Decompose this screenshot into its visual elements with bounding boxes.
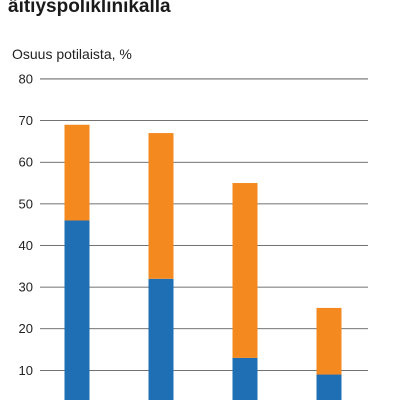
bar-segment-2-col-1 [64,124,90,221]
bar-segment-1-col-4 [316,374,342,400]
y-tick-label-30: 30 [19,280,33,295]
chart-title: äitiyspoliklinikalla [8,0,171,17]
y-tick-label-60: 60 [19,155,33,170]
y-tick-label-80: 80 [19,71,33,86]
bar-segment-1-col-3 [232,357,258,400]
y-tick-label-40: 40 [19,238,33,253]
bar-segment-2-col-4 [316,307,342,375]
y-axis-label: Osuus potilaista, % [12,46,132,62]
bar-segment-2-col-2 [148,133,174,279]
y-tick-label-50: 50 [19,196,33,211]
bar-segment-1-col-2 [148,278,174,400]
y-tick-label-20: 20 [19,321,33,336]
bar-segment-1-col-1 [64,220,90,400]
bar-segment-2-col-3 [232,183,258,358]
y-tick-label-70: 70 [19,113,33,128]
y-tick-label-10: 10 [19,363,33,378]
